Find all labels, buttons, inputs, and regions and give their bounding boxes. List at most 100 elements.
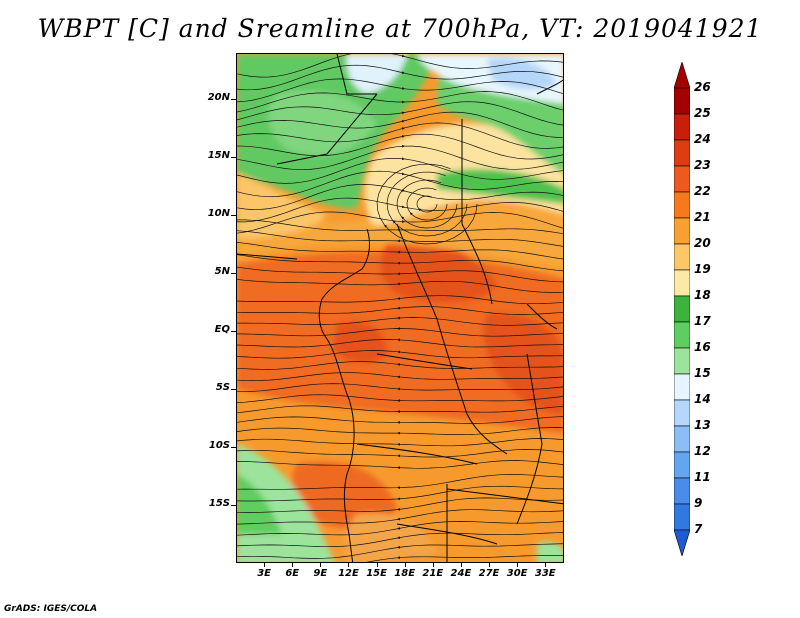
streamline bbox=[237, 111, 563, 138]
colorbar-label: 14 bbox=[694, 392, 711, 406]
border-7 bbox=[356, 443, 478, 465]
streamline bbox=[396, 179, 458, 229]
lat-label: 10N bbox=[207, 208, 230, 220]
streamline bbox=[237, 101, 563, 126]
streamline bbox=[237, 133, 563, 160]
streamline-arrows bbox=[384, 54, 422, 560]
streamlines bbox=[237, 54, 563, 562]
streamline-arrow bbox=[397, 545, 401, 549]
streamline bbox=[237, 122, 563, 149]
lat-label: 5S bbox=[215, 382, 230, 394]
streamline bbox=[237, 158, 563, 184]
lon-label: 24E bbox=[450, 568, 472, 579]
lon-label: 30E bbox=[506, 568, 528, 579]
streamline-arrow bbox=[397, 297, 401, 300]
border-6 bbox=[376, 353, 473, 370]
streamline-arrow bbox=[397, 466, 400, 470]
colorbar-label: 26 bbox=[694, 80, 711, 94]
lat-label: 10S bbox=[208, 440, 230, 452]
border-9 bbox=[446, 488, 563, 505]
colorbar-label: 7 bbox=[694, 522, 703, 536]
streamline bbox=[237, 543, 563, 559]
figure-title: WBPT [C] and Sreamline at 700hPa, VT: 20… bbox=[37, 14, 763, 43]
field-green-se bbox=[537, 542, 563, 562]
border-13 bbox=[536, 79, 563, 95]
lat-label: 20N bbox=[207, 92, 230, 104]
streamline bbox=[237, 350, 563, 359]
colorbar-segment bbox=[674, 87, 690, 115]
lon-tick bbox=[489, 563, 491, 567]
colorbar-segment bbox=[674, 373, 690, 401]
streamline bbox=[376, 163, 478, 245]
streamline-arrow bbox=[397, 272, 400, 276]
streamline-arrow bbox=[397, 282, 400, 286]
streamline bbox=[237, 460, 563, 469]
streamline-arrow bbox=[397, 239, 400, 243]
streamline bbox=[237, 372, 563, 381]
streamline bbox=[237, 416, 563, 424]
colorbar-segment bbox=[674, 425, 690, 453]
lon-tick bbox=[320, 563, 322, 567]
streamline bbox=[237, 317, 563, 326]
lat-tick bbox=[231, 215, 236, 217]
colorbar-label: 20 bbox=[694, 236, 711, 250]
streamline-arrow bbox=[397, 316, 400, 320]
streamline bbox=[237, 184, 563, 210]
field-south-light bbox=[344, 513, 437, 562]
streamline-arrow bbox=[401, 111, 405, 115]
lat-tick bbox=[231, 389, 236, 391]
colorbar-label: 16 bbox=[694, 340, 711, 354]
streamline-arrow bbox=[401, 71, 405, 74]
streamline bbox=[237, 219, 563, 235]
colorbar-label: 15 bbox=[694, 366, 711, 380]
lon-tick bbox=[432, 563, 434, 567]
streamline-arrow bbox=[401, 216, 405, 220]
colorbar-label: 13 bbox=[694, 418, 711, 432]
footer-credit: GrADS: IGES/COLA bbox=[4, 604, 98, 614]
streamline bbox=[237, 485, 563, 502]
lon-label: 33E bbox=[534, 568, 556, 579]
streamline bbox=[237, 54, 563, 78]
colorbar-segment bbox=[674, 399, 690, 427]
streamline-arrow bbox=[397, 517, 401, 521]
streamline-arrow bbox=[402, 157, 405, 161]
border-1 bbox=[396, 223, 438, 320]
streamline bbox=[237, 295, 563, 305]
streamline-arrow bbox=[392, 220, 396, 224]
streamline-arrow bbox=[401, 172, 405, 176]
lon-label: 9E bbox=[313, 568, 328, 579]
streamline-arrow bbox=[397, 228, 400, 232]
lat-tick bbox=[231, 99, 236, 101]
streamline bbox=[237, 197, 563, 223]
streamline bbox=[237, 361, 563, 370]
colorbar bbox=[674, 62, 690, 556]
streamline bbox=[237, 405, 563, 414]
border-4 bbox=[526, 303, 558, 330]
streamline-arrow bbox=[397, 497, 400, 501]
lat-tick bbox=[231, 447, 236, 449]
streamline bbox=[237, 339, 563, 348]
lon-tick bbox=[545, 563, 547, 567]
streamline bbox=[237, 91, 563, 113]
colorbar-segment bbox=[674, 503, 690, 531]
colorbar-segment bbox=[674, 477, 690, 505]
lon-label: 6E bbox=[285, 568, 300, 579]
border-12 bbox=[237, 253, 298, 260]
streamline-arrow bbox=[397, 306, 401, 310]
colorbar-segment bbox=[674, 113, 690, 141]
streamline-arrow bbox=[401, 189, 405, 192]
lon-tick bbox=[376, 563, 378, 567]
streamline-arrow bbox=[409, 212, 413, 216]
streamline-arrow bbox=[401, 119, 405, 123]
streamline-arrow bbox=[397, 399, 400, 402]
streamline-arrow bbox=[397, 536, 401, 539]
lon-tick bbox=[404, 563, 406, 567]
lon-tick bbox=[292, 563, 294, 567]
lat-tick bbox=[231, 273, 236, 275]
colorbar-segment bbox=[674, 269, 690, 297]
streamline-arrow bbox=[401, 135, 405, 138]
streamline bbox=[237, 532, 563, 548]
lon-label: 18E bbox=[394, 568, 416, 579]
streamline bbox=[237, 242, 563, 260]
